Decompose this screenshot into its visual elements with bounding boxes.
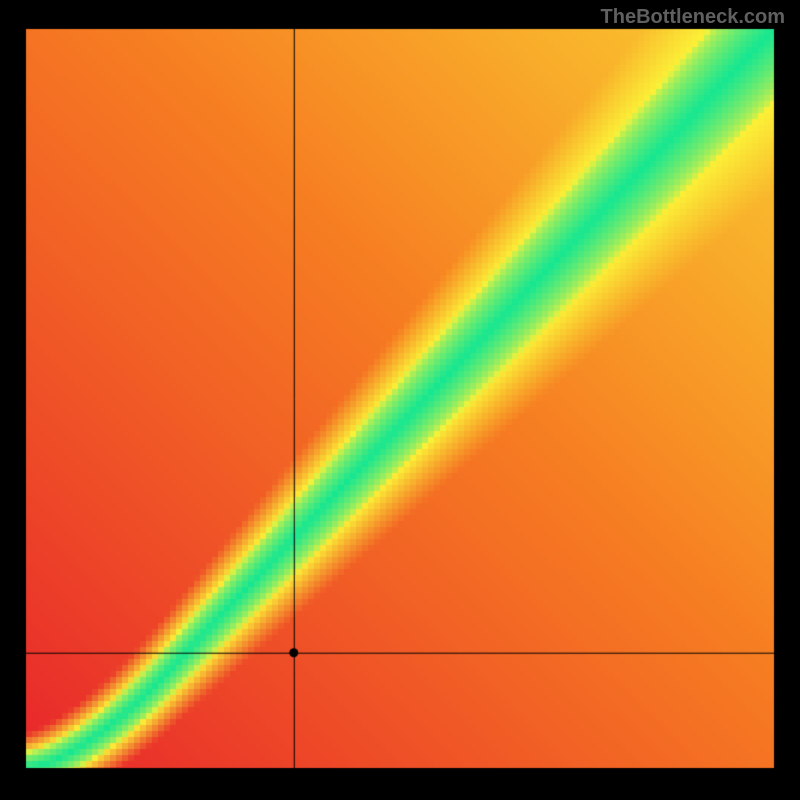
bottleneck-heatmap <box>0 0 800 800</box>
watermark-label: TheBottleneck.com <box>601 6 785 29</box>
